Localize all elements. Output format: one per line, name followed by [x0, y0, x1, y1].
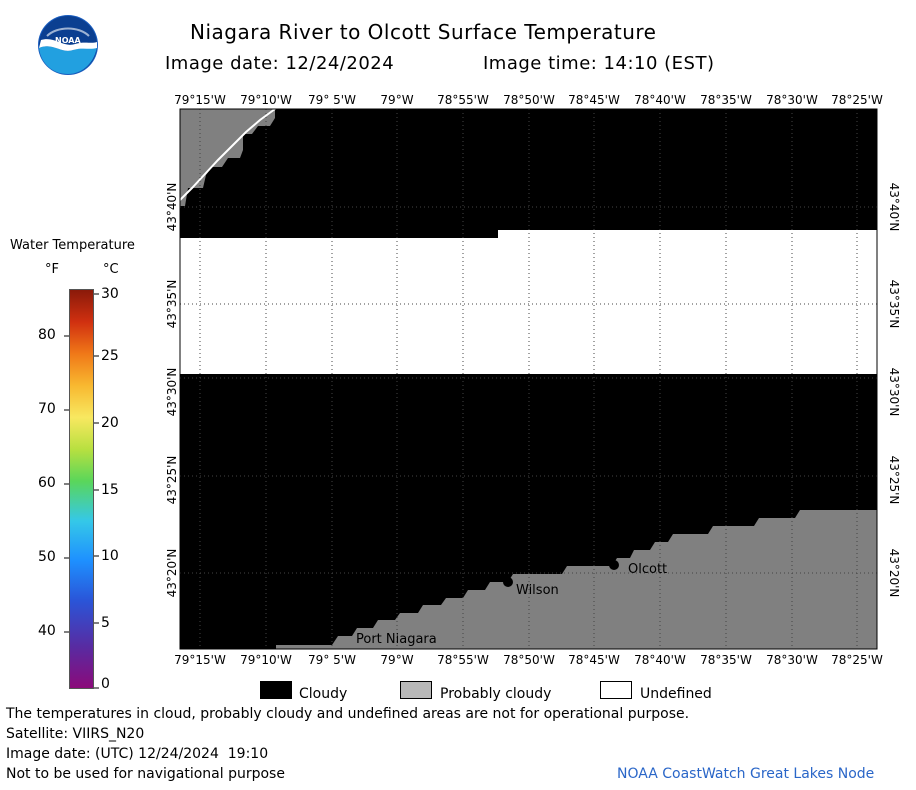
x-tick-top: 78°50'W	[503, 93, 555, 107]
f-tick: 80	[38, 327, 56, 343]
x-tick-top: 78°45'W	[568, 93, 620, 107]
temperature-map: Wilson Olcott Port Niagara 79°15'W 79°10…	[165, 93, 901, 667]
cloud-region-top-step	[180, 230, 498, 238]
y-tick-left: 43°35'N	[165, 280, 179, 329]
x-tick-bottom: 79°W	[380, 653, 413, 667]
colorbar-title: Water Temperature	[10, 238, 135, 253]
x-tick-bottom: 78°30'W	[766, 653, 818, 667]
c-tick: 15	[101, 482, 119, 498]
legend-label-probably-cloudy: Probably cloudy	[440, 686, 552, 702]
y-tick-right: 43°25'N	[887, 456, 901, 505]
y-tick-right: 43°35'N	[887, 280, 901, 329]
port-niagara-label: Port Niagara	[356, 632, 437, 647]
x-tick-bottom: 78°50'W	[503, 653, 555, 667]
colorbar-ticks	[64, 293, 99, 689]
legend-label-undefined: Undefined	[640, 686, 712, 702]
colorbar	[69, 289, 94, 689]
c-tick: 5	[101, 615, 110, 631]
y-tick-right: 43°20'N	[887, 549, 901, 598]
x-tick-bottom: 79°10'W	[240, 653, 292, 667]
x-tick-bottom: 78°45'W	[568, 653, 620, 667]
olcott-label: Olcott	[628, 562, 667, 577]
f-tick: 70	[38, 401, 56, 417]
x-tick-top: 79°10'W	[240, 93, 292, 107]
noaa-logo-text: NOAA	[55, 36, 81, 45]
x-tick-bottom: 78°35'W	[700, 653, 752, 667]
c-tick: 10	[101, 548, 119, 564]
y-tick-left: 43°20'N	[165, 549, 179, 598]
c-tick: 0	[101, 676, 110, 692]
x-tick-top: 78°35'W	[700, 93, 752, 107]
utc-date: Image date: (UTC) 12/24/2024 19:10	[6, 746, 269, 762]
olcott-marker	[609, 560, 619, 570]
x-tick-bottom: 78°55'W	[437, 653, 489, 667]
x-tick-top: 78°30'W	[766, 93, 818, 107]
legend-swatch-cloudy	[260, 681, 292, 699]
noaa-logo: NOAA	[37, 14, 99, 76]
x-tick-bottom: 78°25'W	[831, 653, 883, 667]
x-tick-top: 79° 5'W	[308, 93, 356, 107]
navigation-warning: Not to be used for navigational purpose	[6, 766, 285, 782]
x-tick-bottom: 78°40'W	[634, 653, 686, 667]
colorbar-unit-c: °C	[103, 262, 119, 277]
legend-swatch-probably-cloudy	[400, 681, 432, 699]
map-grid	[180, 109, 877, 649]
page-title: Niagara River to Olcott Surface Temperat…	[190, 20, 657, 44]
x-tick-top: 79°W	[380, 93, 413, 107]
x-tick-bottom: 79° 5'W	[308, 653, 356, 667]
c-tick: 20	[101, 415, 119, 431]
y-tick-right: 43°40'N	[887, 183, 901, 232]
y-tick-left: 43°40'N	[165, 183, 179, 232]
c-tick: 25	[101, 348, 119, 364]
c-tick: 30	[101, 286, 119, 302]
image-time: Image time: 14:10 (EST)	[483, 53, 715, 74]
credit-link[interactable]: NOAA CoastWatch Great Lakes Node	[617, 766, 875, 782]
legend-label-cloudy: Cloudy	[299, 686, 348, 702]
wilson-marker	[503, 577, 513, 587]
f-tick: 60	[38, 475, 56, 491]
disclaimer-note: The temperatures in cloud, probably clou…	[6, 706, 690, 722]
wilson-label: Wilson	[516, 583, 559, 598]
x-tick-top: 78°40'W	[634, 93, 686, 107]
x-tick-top: 78°55'W	[437, 93, 489, 107]
y-tick-right: 43°30'N	[887, 368, 901, 417]
legend-swatch-undefined	[600, 681, 632, 699]
x-tick-top: 78°25'W	[831, 93, 883, 107]
f-tick: 50	[38, 549, 56, 565]
f-tick: 40	[38, 623, 56, 639]
probably-cloudy-region-south	[276, 510, 877, 649]
y-tick-left: 43°25'N	[165, 456, 179, 505]
y-tick-left: 43°30'N	[165, 368, 179, 417]
x-tick-top: 79°15'W	[174, 93, 226, 107]
colorbar-unit-f: °F	[45, 262, 59, 277]
probably-cloudy-region-nw	[180, 109, 275, 206]
x-tick-bottom: 79°15'W	[174, 653, 226, 667]
map-frame	[179, 108, 878, 650]
satellite-info: Satellite: VIIRS_N20	[6, 726, 145, 742]
image-date: Image date: 12/24/2024	[165, 53, 395, 74]
